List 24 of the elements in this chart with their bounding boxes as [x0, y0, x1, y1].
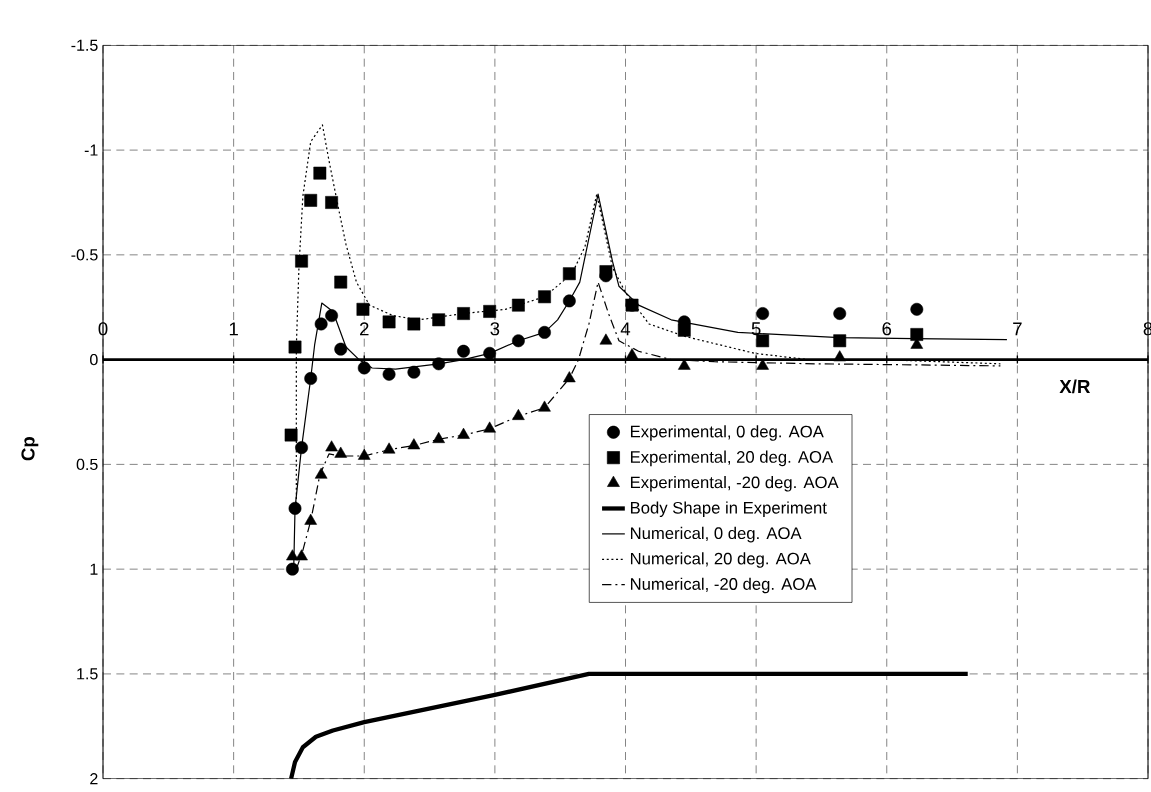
x-tick-label: 4	[620, 322, 631, 336]
x-tick-label: 5	[751, 322, 761, 336]
legend-label: Numerical, 20 deg. AOA	[630, 552, 811, 568]
x-axis-title: X/R	[1059, 379, 1091, 394]
y-tick-label: 2	[90, 773, 98, 785]
y-tick-label: -0.5	[71, 249, 98, 261]
legend-label: Experimental, 0 deg. AOA	[630, 425, 824, 441]
legend-label: Body Shape in Experiment	[630, 501, 827, 517]
y-axis-title: Cp	[21, 436, 39, 461]
x-tick-label: 6	[882, 322, 892, 336]
y-tick-label: 1	[90, 563, 98, 575]
legend-label: Experimental, -20 deg. AOA	[630, 476, 839, 492]
legend-label: Numerical, 0 deg. AOA	[630, 526, 802, 543]
x-tick-label: 2	[360, 322, 369, 336]
legend-label: Experimental, 20 deg. AOA	[630, 450, 834, 467]
y-tick-label: 1.5	[77, 668, 98, 680]
y-tick-label: -1	[84, 144, 98, 156]
x-tick-label: 3	[490, 322, 500, 336]
y-tick-label: 0.5	[76, 458, 98, 471]
x-tick-label: 7	[1013, 322, 1022, 336]
legend-label: Numerical, -20 deg. AOA	[630, 577, 817, 594]
y-tick-label: -1.5	[71, 39, 98, 51]
y-tick-label: 0	[90, 353, 98, 366]
x-tick-label: 1	[229, 322, 238, 336]
